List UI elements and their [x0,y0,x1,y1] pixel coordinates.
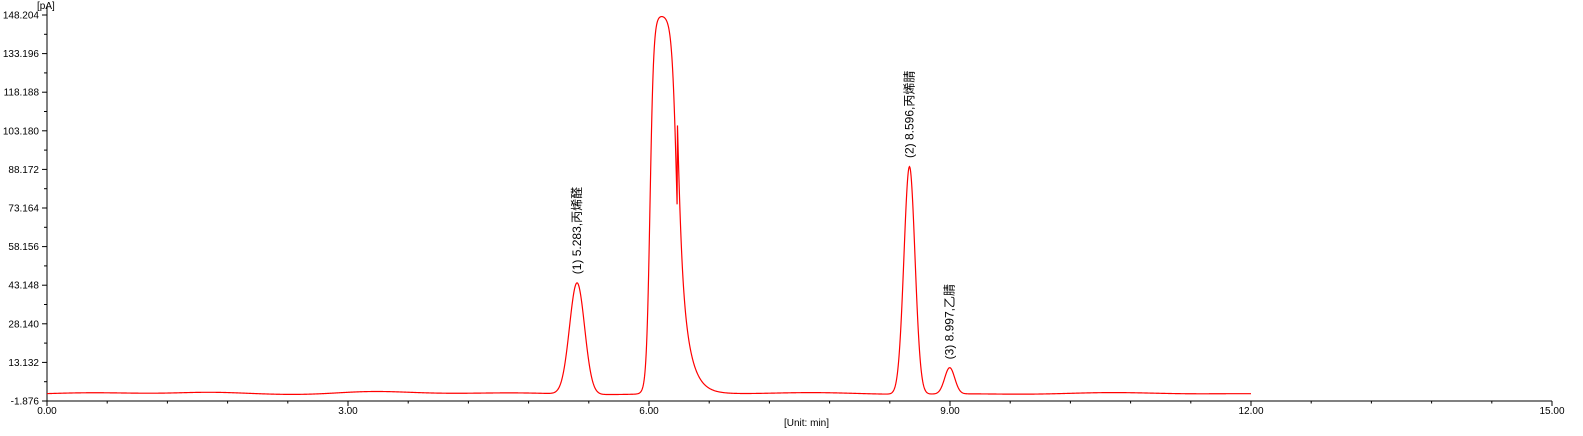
y-tick-label: 43.148 [8,281,39,292]
peak-label-3: (2) 8.596,丙烯腈 [902,71,916,158]
x-axis-unit: [Unit: min] [784,418,829,429]
y-tick-label: 118.188 [4,88,40,99]
chromatogram-trace [46,15,1251,396]
y-tick-label: -1.876 [11,397,40,408]
y-tick-label: 148.204 [3,11,40,22]
x-tick-label: 12.00 [1238,406,1263,417]
peak-labels: (1) 5.283,丙烯醛 (2) 8.596,丙烯腈 (3) 8.997,乙腈 [569,71,957,360]
y-tick-label: 133.196 [3,49,40,60]
peak-label-4: (3) 8.997,乙腈 [943,284,957,359]
x-tick-label: 15.00 [1539,406,1564,417]
x-tick-label: 0.00 [37,406,57,417]
x-tick-label: 3.00 [338,406,358,417]
y-tick-label: 88.172 [8,165,39,176]
y-tick-label: 103.180 [3,126,40,137]
y-axis-ticks: -1.876 13.132 28.140 43.148 58.156 73.164 88.1… [3,11,47,408]
x-tick-label: 9.00 [940,406,960,417]
y-tick-label: 13.132 [8,358,39,369]
y-tick-label: 73.164 [8,204,39,215]
y-tick-label: 58.156 [8,242,39,253]
y-axis-unit: [pA] [37,1,55,12]
x-tick-label: 6.00 [639,406,659,417]
peak-label-1: (1) 5.283,丙烯醛 [569,187,584,274]
y-tick-label: 28.140 [8,319,39,330]
